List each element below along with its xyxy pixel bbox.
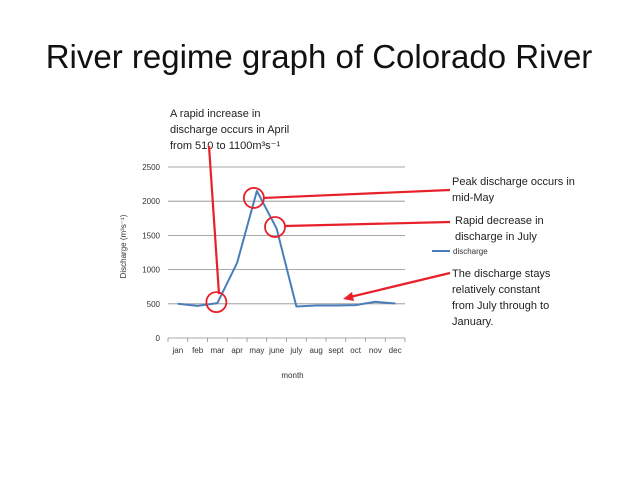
- x-tick-label: nov: [369, 346, 382, 355]
- annotation-line: relatively constant: [452, 284, 541, 296]
- marker-circle-decrease: [264, 216, 286, 238]
- annotation-line: January.: [452, 316, 494, 328]
- data-point: [236, 262, 238, 264]
- x-tick-label: oct: [350, 346, 361, 355]
- y-tick-label: 2000: [142, 197, 160, 206]
- data-point: [197, 305, 199, 307]
- annotation-peak-discharge: Peak discharge occurs in mid-May: [452, 174, 575, 206]
- annotation-line: from July through to: [452, 300, 550, 312]
- annotation-constant-discharge: The discharge stays relatively constant …: [452, 266, 550, 330]
- y-tick-label: 1500: [142, 231, 160, 240]
- y-tick-label: 500: [147, 300, 161, 309]
- pointer-line-constant: [349, 271, 451, 299]
- annotation-line: discharge occurs in April: [170, 124, 290, 136]
- annotation-line: Peak discharge occurs in: [452, 176, 575, 188]
- pointer-line-decrease: [284, 220, 451, 228]
- x-tick-label: aug: [309, 346, 322, 355]
- legend-label-discharge: discharge: [453, 247, 488, 256]
- x-tick-label: june: [268, 346, 285, 355]
- pointer-line-peak: [263, 188, 451, 200]
- y-tick-label: 0: [156, 334, 161, 343]
- annotation-line: The discharge stays: [452, 268, 551, 280]
- data-point: [315, 304, 317, 307]
- series-layer: [177, 189, 396, 308]
- x-tick-label: july: [289, 346, 302, 355]
- data-point: [216, 302, 218, 304]
- data-point: [177, 303, 179, 305]
- annotation-line: mid-May: [452, 192, 495, 204]
- data-point: [374, 301, 376, 303]
- x-tick-label: sept: [328, 346, 344, 355]
- annotation-line: A rapid increase in: [170, 108, 261, 120]
- arrowhead-constant: [343, 292, 354, 301]
- annotation-line: from 510 to 1100m³s⁻¹: [170, 140, 281, 152]
- series-line-discharge: [177, 189, 396, 308]
- marker-circle-increase: [205, 291, 228, 314]
- y-tick-label: 2500: [142, 163, 160, 172]
- x-tick-label: feb: [192, 346, 204, 355]
- y-axis-title: Discharge (m³s⁻¹): [119, 214, 128, 278]
- annotation-rapid-decrease: Rapid decrease in discharge in July: [455, 213, 544, 245]
- x-tick-label: dec: [389, 346, 402, 355]
- x-tick-label: mar: [210, 346, 224, 355]
- annotation-line: discharge in July: [455, 231, 537, 243]
- pointer-line-increase: [207, 145, 221, 295]
- axes: 0 500 1000 1500 2000 2500 jan feb mar apr may june j…: [119, 163, 406, 380]
- y-tick-label: 1000: [142, 266, 160, 275]
- legend: discharge: [432, 247, 488, 256]
- data-point: [295, 305, 297, 308]
- x-tick-label: jan: [172, 346, 184, 355]
- annotation-line: Rapid decrease in: [455, 215, 544, 227]
- data-point: [256, 190, 258, 192]
- data-point: [355, 304, 357, 306]
- x-tick-label: may: [249, 346, 264, 355]
- slide-title: River regime graph of Colorado River: [45, 38, 593, 75]
- x-axis-title: month: [281, 371, 303, 380]
- annotation-rapid-increase: A rapid increase in discharge occurs in …: [170, 106, 289, 154]
- data-point: [335, 304, 337, 307]
- annotation-markers: [205, 145, 451, 314]
- data-point: [394, 302, 396, 305]
- data-point: [276, 227, 278, 230]
- x-tick-label: apr: [231, 346, 243, 355]
